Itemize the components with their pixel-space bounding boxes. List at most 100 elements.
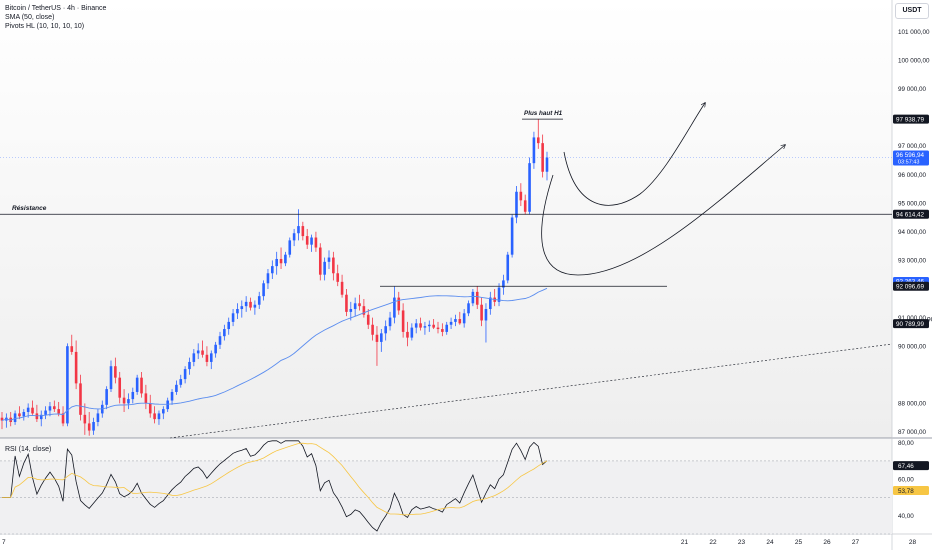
candle-body — [44, 410, 47, 415]
price-badge — [893, 209, 929, 219]
candle-body — [244, 301, 248, 307]
candle-body — [0, 417, 4, 421]
candle-body — [170, 391, 174, 401]
candle-body — [353, 303, 357, 310]
candle-body — [545, 157, 549, 172]
candle-body — [305, 236, 309, 245]
candle-body — [18, 413, 21, 417]
candle-body — [471, 291, 475, 304]
x-tick-label: 7 — [2, 539, 6, 546]
candle-body — [384, 326, 387, 334]
rsi-tick-label: 60,00 — [898, 476, 914, 483]
price-badge-label: 90 789,99 — [896, 321, 925, 328]
candle-body — [179, 379, 183, 385]
candle-body — [388, 317, 392, 327]
candle-body — [340, 281, 344, 295]
pivots-indicator-label[interactable]: Pivots HL (10, 10, 10, 10) — [5, 23, 85, 30]
candle-body — [223, 329, 226, 337]
rsi-value-label: 67,46 — [898, 463, 914, 470]
rsi-line — [2, 440, 548, 532]
candle-body — [327, 257, 331, 262]
rsi-ma-line — [2, 442, 548, 516]
y-tick-label: 88 000,00 — [898, 401, 927, 408]
y-tick-label: 94 000,00 — [898, 229, 927, 236]
candle-body — [414, 323, 418, 328]
candle-body — [87, 423, 91, 431]
y-tick-label: 96 000,00 — [898, 172, 927, 179]
candle-body — [497, 287, 501, 302]
candle-body — [22, 411, 26, 417]
resistance-label: Résistance — [12, 205, 47, 212]
candle-body — [314, 237, 318, 248]
candle-body — [523, 200, 527, 212]
candle-body — [541, 143, 544, 172]
candle-body — [92, 421, 95, 431]
candle-body — [253, 304, 257, 308]
candle-body — [122, 397, 126, 404]
candle-body — [441, 329, 444, 332]
candle-body — [196, 350, 200, 354]
candle-body — [144, 393, 148, 404]
candle-body — [66, 346, 69, 424]
candle-body — [266, 273, 270, 284]
rsi-ma-label: 53,78 — [898, 488, 914, 495]
candle-body — [484, 309, 488, 321]
currency-button[interactable]: USDT — [895, 3, 929, 19]
candle-body — [257, 296, 261, 305]
candle-body — [57, 409, 60, 414]
symbol-title[interactable]: Bitcoin / TetherUS · 4h · Binance — [5, 5, 107, 12]
candle-body — [31, 407, 34, 414]
candle-body — [436, 327, 440, 330]
candle-body — [166, 400, 169, 410]
candle-body — [401, 310, 405, 332]
price-badge — [893, 281, 929, 291]
x-tick-label: 27 — [852, 539, 860, 546]
candle-body — [336, 273, 340, 282]
y-tick-label: 91 000,00 — [898, 315, 927, 322]
candle-body — [292, 233, 296, 241]
candle-body — [205, 354, 209, 362]
candle-body — [153, 413, 156, 420]
x-tick-label: 26 — [823, 539, 831, 546]
candle-body — [236, 309, 239, 314]
candle-body — [201, 350, 204, 355]
candle-body — [227, 321, 231, 330]
candle-body — [345, 294, 348, 312]
x-tick-label: 24 — [766, 539, 774, 546]
candle-body — [48, 406, 52, 411]
candle-body — [175, 384, 178, 392]
rsi-tick-label: 80,00 — [898, 440, 914, 447]
price-badge-label: 96 596,94 — [896, 152, 925, 159]
countdown-label: 03:57:43 — [898, 160, 919, 166]
x-tick-label: 21 — [681, 539, 689, 546]
candle-body — [284, 254, 287, 264]
candle-body — [318, 247, 322, 275]
price-badge-label: 92 096,69 — [896, 283, 925, 290]
candle-body — [480, 304, 483, 321]
candle-body — [209, 353, 213, 362]
candle-body — [96, 413, 100, 422]
candle-body — [397, 297, 401, 311]
candle-body — [53, 406, 56, 410]
candle-body — [231, 313, 235, 322]
rsi-indicator-label[interactable]: RSI (14, close) — [5, 446, 52, 453]
candle-body — [61, 413, 65, 424]
candle-body — [467, 303, 470, 314]
candle-body — [419, 323, 422, 328]
candle-body — [489, 297, 492, 310]
candle-body — [323, 261, 326, 275]
candle-body — [349, 309, 353, 312]
sma-indicator-label[interactable]: SMA (50, close) — [5, 14, 55, 21]
candle-body — [427, 324, 431, 327]
candle-body — [475, 291, 479, 305]
candle-body — [432, 324, 435, 328]
candle-body — [362, 306, 366, 315]
candle-body — [35, 413, 39, 420]
candle-body — [393, 297, 396, 318]
candle-body — [301, 226, 305, 237]
high-h1-label: Plus haut H1 — [524, 110, 563, 117]
candle-body — [279, 258, 283, 264]
candle-body — [140, 377, 143, 394]
candle-body — [249, 301, 252, 308]
